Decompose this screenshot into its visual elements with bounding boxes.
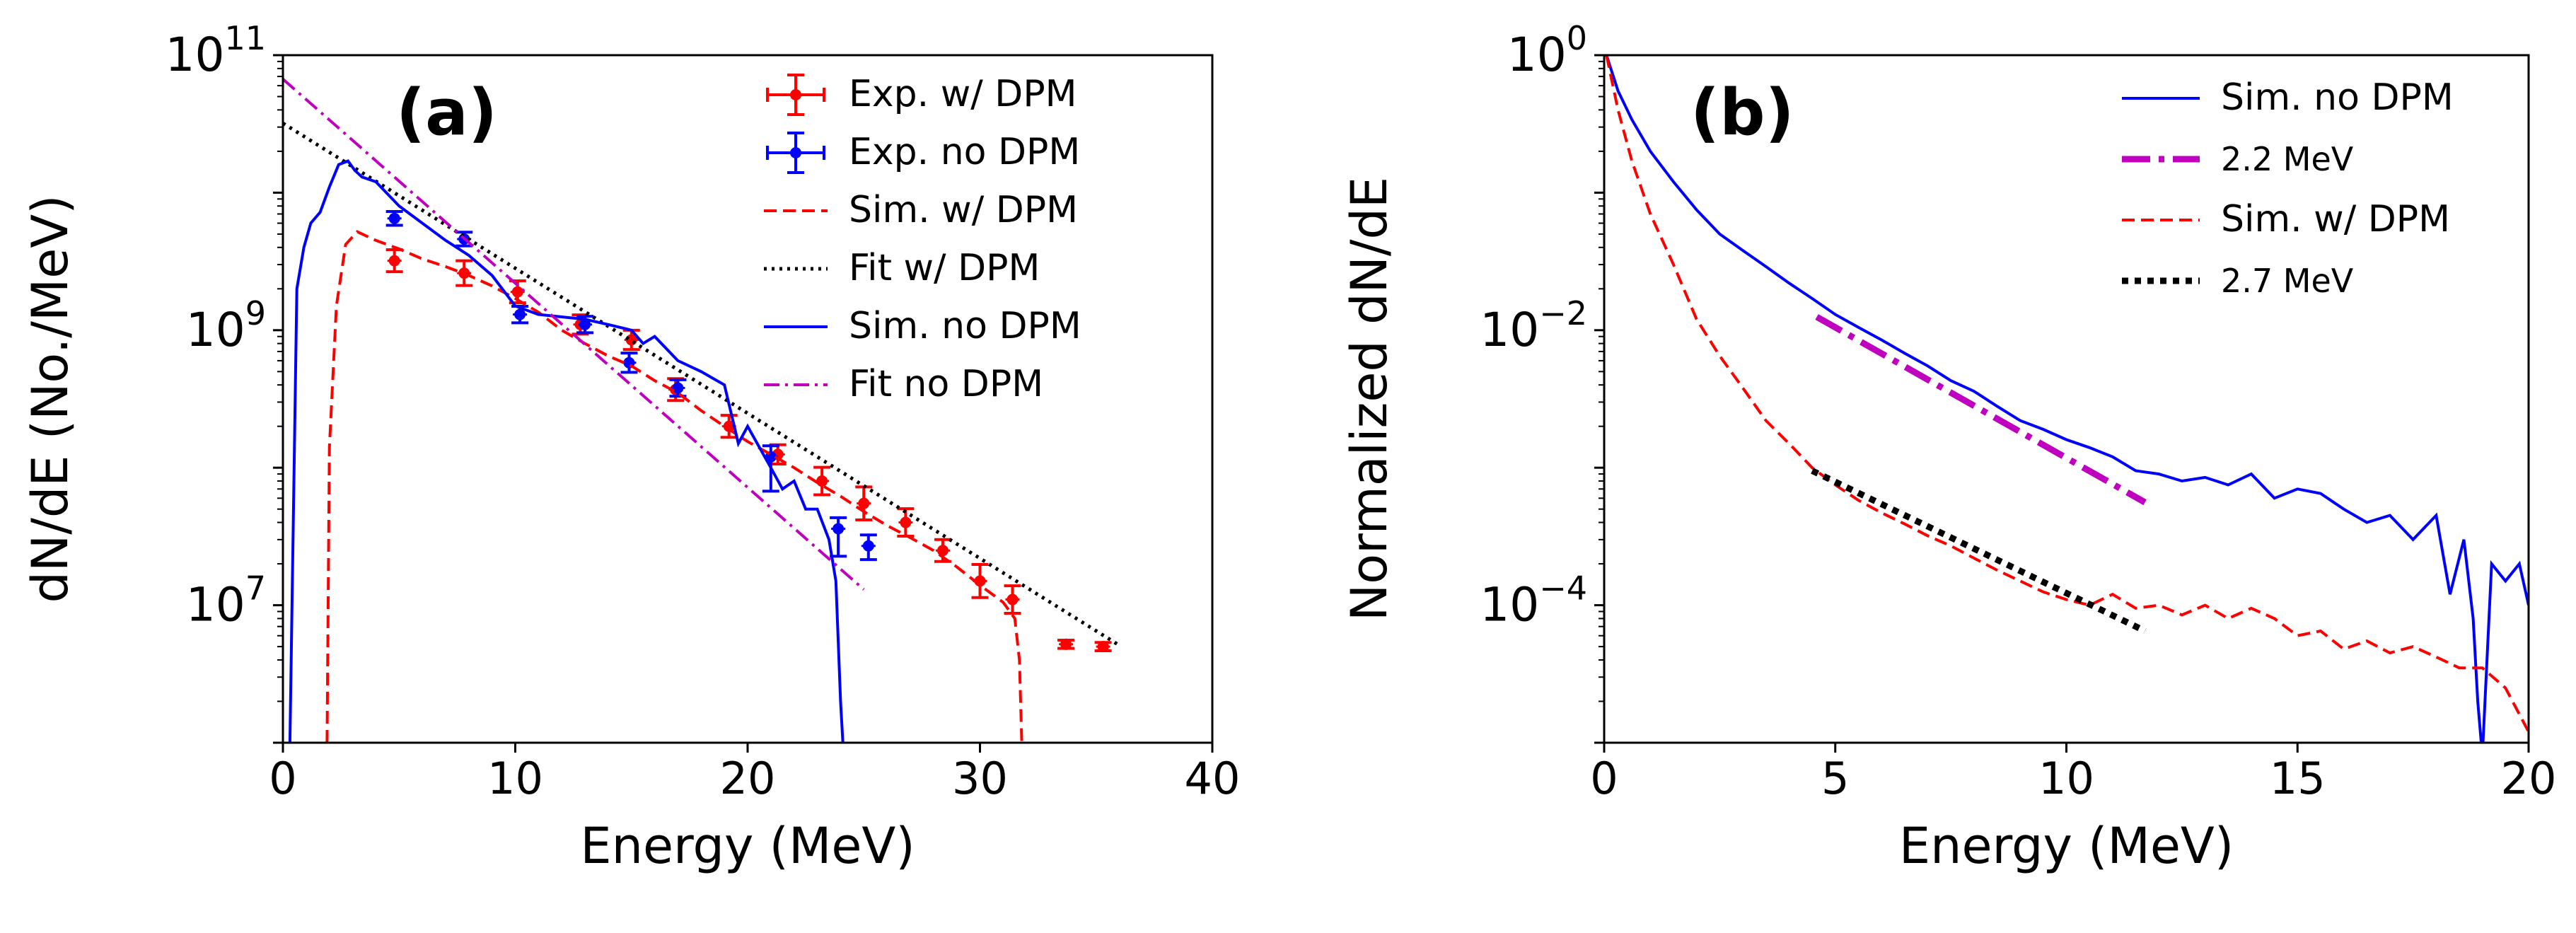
x-tick-label: 30	[952, 753, 1008, 804]
y-axis-label: Normalized dN/dE	[1340, 177, 1398, 621]
legend: Sim. no DPM 2.2 MeV Sim. w/ DPM 2.7 MeV	[2122, 76, 2454, 300]
x-axis-label: Energy (MeV)	[580, 817, 915, 875]
series-line	[1811, 468, 2147, 634]
x-axis-label: Energy (MeV)	[1899, 817, 2234, 875]
x-tick-label: 10	[487, 753, 543, 804]
legend-swatch	[790, 89, 801, 100]
series-line	[283, 122, 1120, 647]
legend-label: Fit w/ DPM	[849, 247, 1040, 289]
x-tick-label: 5	[1821, 753, 1849, 804]
y-tick-label: 109	[186, 294, 266, 357]
legend-entry: 2.2 MeV	[2122, 140, 2354, 178]
legend-label: Exp. w/ DPM	[849, 73, 1077, 115]
x-tick-label: 40	[1185, 753, 1241, 804]
data-point	[388, 255, 400, 267]
data-point	[900, 516, 912, 528]
legend-entry: Sim. w/ DPM	[2122, 198, 2450, 241]
legend-entry: Exp. no DPM	[766, 131, 1080, 174]
panel-label: (a)	[396, 76, 497, 150]
legend-label: Exp. no DPM	[849, 131, 1080, 173]
series-line	[1815, 314, 2147, 506]
x-tick-label: 0	[269, 753, 296, 804]
plot-area	[1605, 55, 2529, 743]
axes-frame	[1603, 54, 2530, 744]
data-point	[1060, 638, 1072, 650]
series-line	[288, 159, 845, 743]
data-point	[579, 318, 591, 330]
legend-entry: Fit no DPM	[764, 363, 1043, 405]
series-line	[1605, 55, 2529, 733]
panel-b: 0 5 10 15 20 100 10−2 10−4 Energy (MeV) Normalize…	[1340, 19, 2556, 875]
data-point	[511, 286, 523, 298]
x-tick-label: 20	[2501, 753, 2557, 804]
series-line	[283, 78, 865, 591]
data-point	[936, 545, 948, 557]
x-tick-label: 15	[2270, 753, 2326, 804]
data-point	[816, 475, 828, 487]
panel-label: (b)	[1690, 76, 1794, 150]
y-tick-label: 100	[1507, 19, 1587, 82]
legend-label: 2.2 MeV	[2221, 140, 2354, 178]
data-point	[832, 523, 845, 535]
legend-label: 2.7 MeV	[2221, 262, 2354, 300]
legend-label: Fit no DPM	[849, 363, 1043, 405]
legend-entry: Sim. no DPM	[764, 305, 1081, 347]
data-point	[672, 382, 684, 394]
axes-frame	[282, 54, 1214, 744]
legend-swatch	[790, 147, 801, 158]
y-tick-label: 107	[186, 569, 266, 632]
legend: Exp. w/ DPM Exp. no DPM Sim. w/ DPM Fit w/ …	[764, 73, 1081, 405]
data-point	[514, 308, 526, 320]
x-tick-label: 0	[1590, 753, 1618, 804]
legend-entry: Sim. w/ DPM	[764, 189, 1078, 231]
legend-label: Sim. no DPM	[2221, 76, 2454, 119]
data-point	[862, 540, 874, 552]
legend-entry: Exp. w/ DPM	[766, 73, 1077, 116]
legend-entry: 2.7 MeV	[2122, 262, 2354, 300]
series-line	[325, 230, 1023, 743]
y-axis-label: dN/dE (No./MeV)	[21, 195, 79, 603]
y-tick-label: 1011	[165, 19, 266, 82]
data-point	[858, 497, 870, 509]
legend-label: Sim. w/ DPM	[2221, 198, 2450, 241]
x-tick-label: 10	[2038, 753, 2094, 804]
x-tick-label: 20	[720, 753, 776, 804]
y-tick-label: 10−4	[1480, 569, 1587, 632]
y-tick-label: 10−2	[1480, 294, 1587, 357]
panel-a: 0 10 20 30 40 1011 109 107 Energy (MeV) dN/dE (No…	[21, 19, 1240, 875]
data-point	[1006, 593, 1019, 605]
plot-area	[283, 78, 1120, 743]
data-point	[1097, 641, 1109, 653]
data-point	[388, 212, 400, 224]
legend-label: Sim. no DPM	[849, 305, 1081, 347]
series-line	[1605, 55, 2529, 743]
legend-entry: Fit w/ DPM	[764, 247, 1040, 289]
legend-label: Sim. w/ DPM	[849, 189, 1078, 231]
legend-entry: Sim. no DPM	[2122, 76, 2454, 119]
